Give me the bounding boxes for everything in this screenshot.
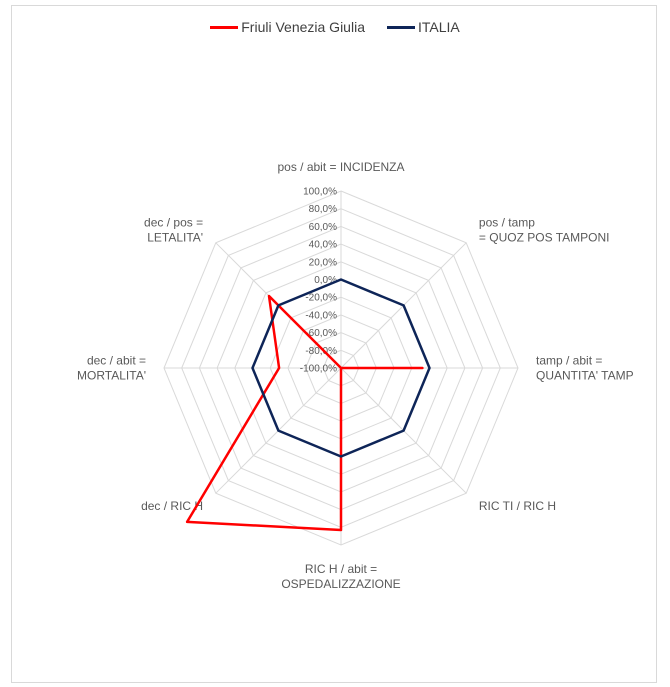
- tick-label: 80,0%: [309, 204, 337, 215]
- axis-label: tamp / abit = QUANTITA' TAMP: [536, 354, 634, 383]
- series-line-0: [185, 294, 424, 532]
- legend-label-series-0: Friuli Venezia Giulia: [241, 19, 365, 35]
- axis-label: dec / pos = LETALITA': [144, 216, 203, 245]
- tick-label: 0,0%: [314, 275, 337, 286]
- axis-label: dec / RIC H: [141, 499, 203, 513]
- tick-label: -20,0%: [305, 293, 337, 304]
- legend-label-series-1: ITALIA: [417, 19, 460, 35]
- axis-label: pos / abit = INCIDENZA: [277, 160, 404, 174]
- series-line-1: [251, 278, 431, 458]
- tick-label: -60,0%: [305, 328, 337, 339]
- tick-label: 20,0%: [309, 257, 337, 268]
- legend-item-series-0: Friuli Venezia Giulia: [210, 19, 365, 35]
- legend: Friuli Venezia Giulia ITALIA: [0, 12, 670, 42]
- chart-frame: [11, 5, 657, 683]
- tick-label: 40,0%: [309, 240, 337, 251]
- radar-axis-labels: pos / abit = INCIDENZA pos / tamp = QUOZ P…: [77, 160, 634, 591]
- radar-series: [185, 278, 431, 532]
- tick-label: -100,0%: [300, 364, 337, 375]
- axis-label: RIC H / abit = OSPEDALIZZAZIONE: [281, 562, 400, 591]
- tick-label: 60,0%: [309, 222, 337, 233]
- tick-label: 100,0%: [303, 187, 337, 198]
- tick-label: -80,0%: [305, 346, 337, 357]
- axis-label: pos / tamp = QUOZ POS TAMPONI: [479, 216, 610, 245]
- axis-label: dec / abit = MORTALITA': [77, 354, 146, 383]
- legend-item-series-1: ITALIA: [386, 19, 460, 35]
- axis-label: RIC TI / RIC H: [479, 499, 556, 513]
- legend-swatch-series-1: [386, 25, 415, 29]
- tick-label: -40,0%: [305, 310, 337, 321]
- radar-tick-labels: 100,0% 80,0% 60,0% 40,0% 20,0% 0,0% -20,0% -40,…: [300, 187, 337, 375]
- legend-swatch-series-0: [210, 25, 239, 29]
